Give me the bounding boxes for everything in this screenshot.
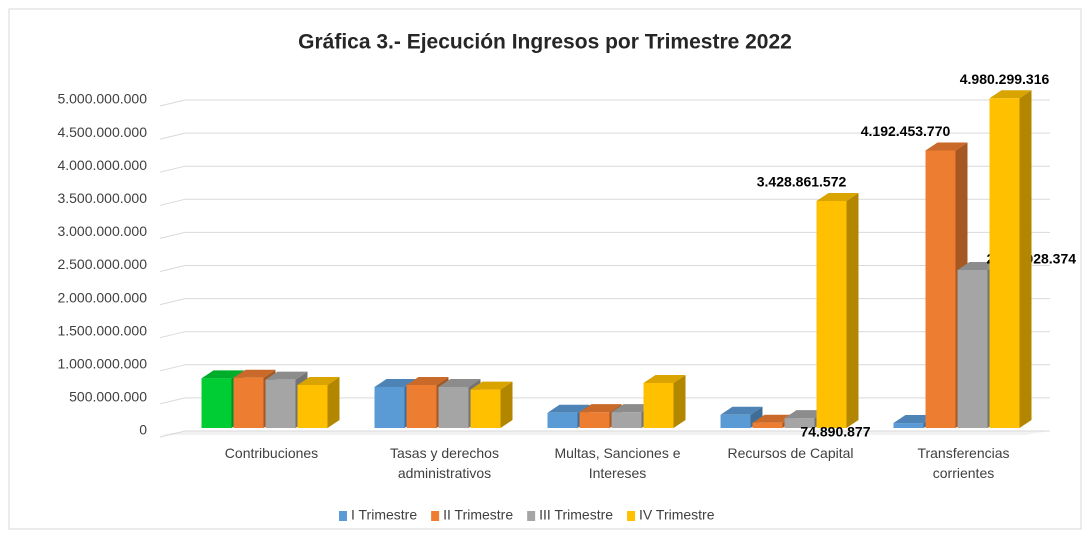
bar [579, 412, 610, 428]
grid-line [159, 331, 186, 339]
bar [925, 150, 956, 428]
y-tick-label: 3.500.000.000 [57, 190, 147, 206]
bar [265, 379, 296, 428]
legend-label: I Trimestre [351, 507, 417, 523]
bar-top [233, 369, 276, 378]
bar [611, 412, 642, 428]
bar-top [265, 371, 308, 380]
y-tick-label: 0 [139, 422, 147, 438]
legend-swatch [627, 511, 636, 521]
bar [297, 384, 328, 428]
bar-top [579, 404, 622, 413]
bar [989, 98, 1020, 428]
y-tick-label: 1.000.000.000 [57, 356, 147, 372]
bar-top [470, 381, 513, 390]
legend-label: III Trimestre [539, 507, 613, 523]
bar-side [1019, 90, 1032, 428]
bar [406, 384, 437, 428]
data-label: 3.428.861.572 [757, 174, 847, 190]
legend-swatch [431, 511, 440, 521]
y-tick-label: 2.500.000.000 [57, 256, 147, 272]
legend-swatch [339, 511, 347, 521]
y-tick-label: 1.500.000.000 [57, 322, 147, 338]
bar-top [989, 90, 1032, 99]
data-label: 4.980.299.316 [960, 71, 1050, 87]
chart-title: Gráfica 3.- Ejecución Ingresos por Trime… [298, 31, 792, 54]
bar-side [327, 376, 340, 428]
grid-line [159, 165, 186, 173]
data-label: 74.890.877 [800, 424, 870, 440]
bar [784, 418, 815, 428]
grid-line [159, 298, 186, 306]
bar [438, 386, 469, 428]
bar-top [893, 415, 936, 424]
y-tick-label: 500.000.000 [69, 389, 147, 405]
grid-line [159, 265, 186, 272]
bar [643, 382, 674, 428]
x-tick-label: Tasas y derechos administrativos [390, 445, 499, 481]
bar-top [297, 376, 340, 385]
bar [816, 201, 847, 428]
bar-top [752, 414, 795, 423]
x-tick-label: Transferencias corrientes [917, 445, 1010, 481]
y-tick-label: 5.000.000.000 [57, 91, 147, 107]
x-tick-label: Multas, Sanciones e Intereses [554, 445, 681, 481]
bar-top [643, 374, 686, 383]
grid-line [159, 397, 186, 405]
y-tick-label: 4.500.000.000 [57, 124, 147, 140]
bar [752, 422, 783, 428]
bar-top [438, 378, 481, 387]
x-tick-label: Recursos de Capital [727, 445, 854, 461]
grid-line [159, 198, 186, 206]
data-label: 4.192.453.770 [861, 123, 951, 139]
grid-line [159, 99, 186, 107]
grid-line [159, 364, 186, 372]
bar-side [846, 193, 859, 428]
bar [233, 377, 264, 428]
bar-top [201, 370, 244, 379]
bar-top [720, 406, 763, 415]
bar-top [547, 404, 590, 413]
bar-side [673, 374, 686, 428]
y-tick-label: 2.000.000.000 [57, 289, 147, 305]
bar-side [500, 381, 513, 428]
bar [201, 378, 232, 428]
y-tick-label: 4.000.000.000 [57, 157, 147, 173]
grid-line [159, 231, 186, 239]
bar-top [925, 142, 968, 151]
bar-top [374, 378, 417, 387]
bar [547, 412, 578, 428]
grid-line [159, 430, 186, 438]
bar [470, 389, 501, 428]
bar-top [406, 376, 449, 385]
bar-top [784, 410, 827, 419]
bar-top [816, 193, 859, 202]
bar [720, 414, 751, 428]
legend-label: II Trimestre [443, 507, 513, 523]
legend-swatch [527, 511, 536, 521]
grid-line [159, 132, 186, 140]
floor [160, 431, 1050, 435]
bar [893, 423, 924, 428]
chart-border [8, 8, 1082, 530]
x-tick-label: Contribuciones [224, 445, 319, 461]
bar [374, 386, 405, 428]
y-tick-label: 3.000.000.000 [57, 223, 147, 239]
bar [957, 269, 988, 428]
legend-label: IV Trimestre [639, 507, 715, 523]
bar-top [957, 261, 1000, 270]
bar-top [611, 404, 654, 413]
